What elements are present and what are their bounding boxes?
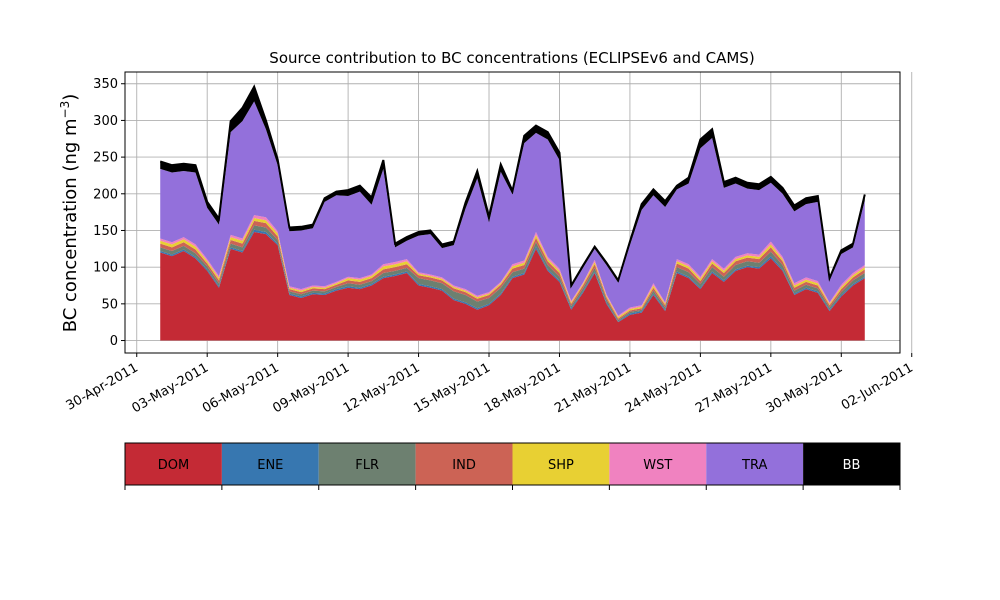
legend-swatch-bb	[803, 443, 900, 485]
y-tick-label: 350	[93, 77, 118, 92]
area-dom	[160, 231, 865, 341]
area-flr	[160, 225, 865, 322]
y-tick-label: 200	[93, 187, 118, 202]
x-tick-label: 06-May-2011	[200, 360, 282, 416]
legend-label-dom: DOM	[158, 458, 189, 473]
legend-label-ene: ENE	[257, 458, 283, 473]
x-tick-label: 21-May-2011	[552, 360, 634, 416]
legend-label-bb: BB	[843, 458, 861, 473]
area-shp	[160, 218, 865, 319]
legend-swatch-ind	[415, 443, 513, 485]
legend-swatch-flr	[318, 443, 416, 485]
series-areas	[159, 84, 866, 341]
legend-label-flr: FLR	[355, 458, 379, 473]
y-axis-label: BC concentration (ng m−3)	[58, 94, 81, 333]
legend-swatch-dom	[125, 443, 222, 485]
legend-swatch-ene	[221, 443, 319, 485]
x-tick-label: 15-May-2011	[411, 360, 493, 416]
y-tick-label: 100	[93, 261, 118, 276]
x-tick-label: 24-May-2011	[623, 360, 705, 416]
legend-swatch-tra	[706, 443, 804, 485]
x-tick-label: 09-May-2011	[270, 360, 352, 416]
x-tick-label: 30-May-2011	[764, 360, 846, 416]
legend-label-wst: WST	[643, 458, 672, 473]
area-wst	[160, 215, 865, 318]
y-tick-label: 250	[93, 151, 118, 166]
y-tick-label: 150	[93, 224, 118, 239]
legend-colorbar: DOM ENE FLR IND SHP WST TRA BB	[124, 442, 901, 490]
area-ind	[160, 220, 865, 320]
x-tick-label: 12-May-2011	[341, 360, 423, 416]
legend-swatch-shp	[512, 443, 610, 485]
legend-swatch-wst	[609, 443, 707, 485]
y-tick-label: 0	[110, 334, 118, 349]
legend-label-tra: TRA	[741, 458, 767, 473]
area-bb	[160, 86, 865, 288]
y-tick-label: 300	[93, 114, 118, 129]
plot-frame	[124, 71, 901, 354]
x-tick-label: 30-Apr-2011	[64, 360, 141, 413]
x-tick-label: 27-May-2011	[693, 360, 775, 416]
y-tick-label: 50	[101, 297, 118, 312]
x-tick-label: 03-May-2011	[130, 360, 212, 416]
x-tick-label: 18-May-2011	[482, 360, 564, 416]
x-axis-ticks: 30-Apr-201103-May-201106-May-201109-May-…	[64, 353, 916, 416]
x-tick-label: 02-Jun-2011	[839, 360, 916, 413]
legend-label-ind: IND	[452, 458, 476, 473]
legend-label-shp: SHP	[548, 458, 574, 473]
y-axis-ticks: 0 50 100 150 200 250 300 350	[93, 77, 125, 349]
total-line	[159, 84, 866, 289]
chart-title: Source contribution to BC concentrations…	[269, 49, 754, 67]
area-tra	[160, 101, 865, 316]
